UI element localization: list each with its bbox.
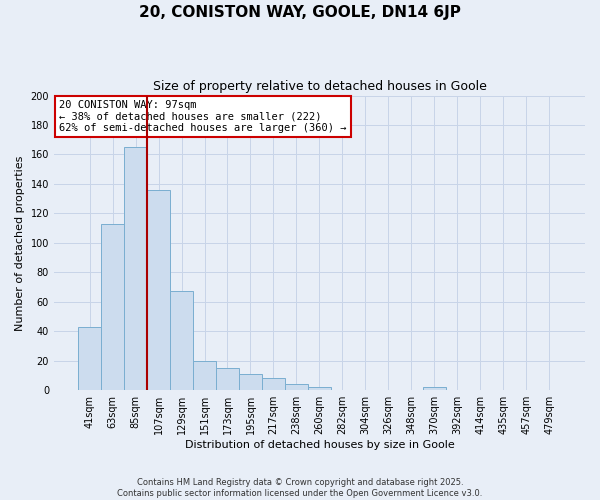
Bar [308, 388, 331, 390]
Y-axis label: Number of detached properties: Number of detached properties [15, 155, 25, 330]
Bar [101, 224, 124, 390]
Bar [262, 378, 285, 390]
Text: 20, CONISTON WAY, GOOLE, DN14 6JP: 20, CONISTON WAY, GOOLE, DN14 6JP [139, 5, 461, 20]
Bar [216, 368, 239, 390]
Bar [147, 190, 170, 390]
Bar [170, 292, 193, 390]
Text: 20 CONISTON WAY: 97sqm
← 38% of detached houses are smaller (222)
62% of semi-de: 20 CONISTON WAY: 97sqm ← 38% of detached… [59, 100, 347, 133]
Bar [239, 374, 262, 390]
Bar [285, 384, 308, 390]
Text: Contains HM Land Registry data © Crown copyright and database right 2025.
Contai: Contains HM Land Registry data © Crown c… [118, 478, 482, 498]
Bar [78, 327, 101, 390]
Title: Size of property relative to detached houses in Goole: Size of property relative to detached ho… [152, 80, 487, 93]
X-axis label: Distribution of detached houses by size in Goole: Distribution of detached houses by size … [185, 440, 454, 450]
Bar [124, 147, 147, 390]
Bar [423, 388, 446, 390]
Bar [193, 360, 216, 390]
